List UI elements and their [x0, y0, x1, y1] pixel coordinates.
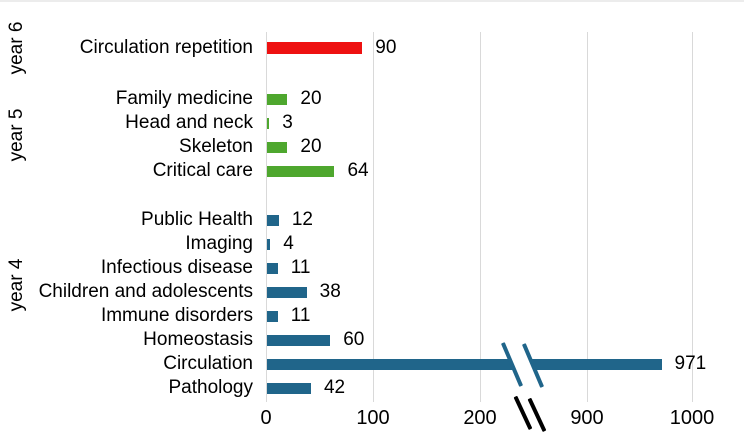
value-label: 60 [343, 329, 365, 350]
group-label-year-5: year 5 [6, 108, 27, 162]
bar [267, 238, 271, 250]
bar [267, 334, 331, 346]
bar [267, 286, 307, 298]
category-label: Critical care [152, 160, 253, 181]
value-label: 3 [282, 112, 293, 133]
value-label: 38 [319, 281, 341, 302]
group-label-year-6: year 6 [6, 21, 27, 75]
bar [267, 93, 288, 105]
value-label: 12 [291, 209, 313, 230]
category-label: Skeleton [179, 136, 253, 157]
x-axis-tick-label: 200 [463, 407, 497, 429]
value-label: 11 [290, 257, 311, 278]
category-label: Head and neck [125, 112, 253, 133]
category-label: Homeostasis [143, 329, 253, 350]
gridline [266, 32, 267, 402]
bar [267, 117, 270, 129]
value-label: 971 [674, 353, 707, 374]
value-label: 64 [347, 160, 369, 181]
x-axis-tick-label: 1000 [669, 407, 715, 429]
gridline [373, 32, 374, 402]
x-axis-tick-label: 900 [570, 407, 604, 429]
x-axis-tick-label: 100 [356, 407, 390, 429]
bar [267, 310, 278, 322]
value-label: 11 [290, 305, 311, 326]
category-label: Family medicine [115, 88, 253, 109]
value-label: 4 [283, 233, 294, 254]
x-axis-tick-label: 0 [260, 407, 272, 429]
bar [267, 214, 279, 226]
category-label: Children and adolescents [38, 281, 253, 302]
bar [267, 262, 278, 274]
group-label-year-4: year 4 [6, 258, 27, 312]
category-label: Infectious disease [100, 257, 253, 278]
value-label: 20 [300, 136, 322, 157]
value-label: 42 [323, 377, 346, 398]
category-label: Circulation [163, 353, 253, 374]
gridline [480, 32, 481, 402]
category-label: Imaging [185, 233, 253, 254]
gridline [587, 32, 588, 402]
category-label: Public Health [141, 209, 253, 230]
bar [267, 165, 335, 177]
bar [267, 382, 311, 394]
category-label: Pathology [168, 377, 253, 398]
gridline [692, 32, 693, 402]
value-label: 20 [300, 88, 322, 109]
category-label: Circulation repetition [79, 37, 253, 58]
bar [267, 141, 288, 153]
value-label: 90 [375, 37, 397, 58]
category-label: Immune disorders [100, 305, 253, 326]
bar [267, 358, 662, 370]
bar [267, 42, 363, 54]
